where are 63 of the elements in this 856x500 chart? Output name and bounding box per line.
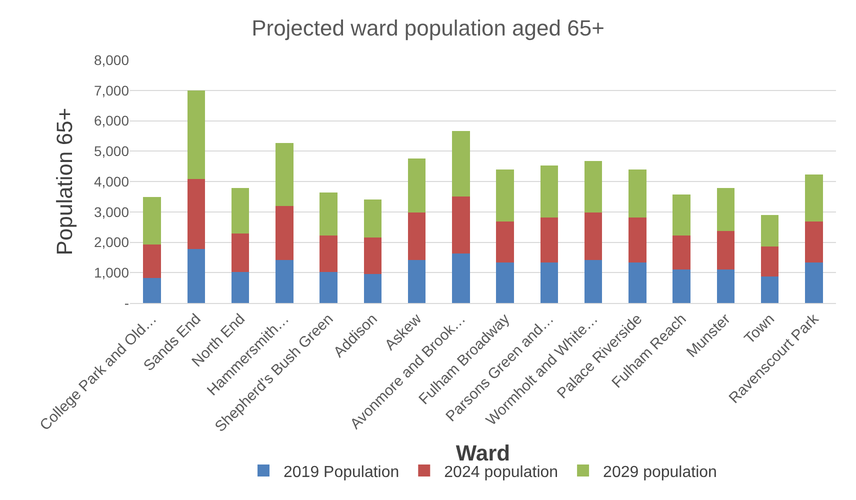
bar [805, 262, 823, 303]
bar [364, 274, 382, 303]
bar [584, 212, 602, 260]
bar [231, 188, 250, 234]
legend-label: 2019 Population [284, 464, 400, 481]
bar [143, 196, 161, 245]
bar [231, 272, 250, 303]
y-tick-label: - [124, 294, 130, 311]
bar [805, 222, 823, 263]
bar [628, 170, 646, 218]
bar [143, 278, 161, 303]
bar [628, 217, 646, 263]
chart-title: Projected ward population aged 65+ [252, 15, 604, 40]
y-tick-label: 6,000 [94, 112, 130, 129]
bar [540, 217, 558, 263]
bar [496, 170, 514, 222]
bar [320, 235, 338, 272]
bar [364, 237, 382, 274]
y-tick-label: 4,000 [94, 173, 130, 190]
bar [496, 222, 514, 263]
bar [716, 231, 735, 270]
bar [187, 179, 206, 249]
bar [452, 131, 470, 197]
bar [628, 262, 646, 303]
bar [716, 270, 735, 303]
bar [540, 165, 558, 218]
bar [187, 248, 206, 303]
bar [320, 272, 338, 303]
bar [716, 188, 735, 232]
bar [672, 270, 690, 303]
bar [496, 262, 514, 303]
legend-label: 2024 population [444, 464, 558, 481]
bar [276, 142, 294, 206]
y-tick-label: 3,000 [94, 204, 130, 220]
bar [760, 276, 779, 303]
bar [187, 90, 206, 180]
bar [231, 233, 250, 272]
bar [760, 246, 779, 276]
bar [408, 260, 426, 303]
bar [320, 192, 338, 236]
bar [143, 244, 161, 278]
bar [408, 158, 426, 212]
legend-label: 2029 population [603, 464, 717, 481]
bar [276, 260, 294, 303]
y-tick-label: 2,000 [94, 234, 130, 250]
bar [672, 235, 690, 270]
bar [452, 196, 470, 254]
bar [364, 199, 382, 238]
bar [540, 262, 558, 303]
bar [760, 214, 779, 246]
x-axis-title: Ward [456, 440, 510, 466]
y-tick-label: 1,000 [94, 264, 130, 281]
y-tick-label: 7,000 [94, 82, 130, 98]
bar [408, 212, 426, 260]
y-tick-label: 5,000 [94, 143, 130, 160]
bar [584, 260, 602, 303]
y-tick-label: 8,000 [94, 52, 130, 68]
bar [672, 194, 690, 236]
y-axis-title: Population 65+ [52, 108, 77, 256]
bar [584, 160, 602, 212]
bar [276, 206, 294, 260]
bar [452, 253, 470, 303]
bar [805, 174, 823, 222]
